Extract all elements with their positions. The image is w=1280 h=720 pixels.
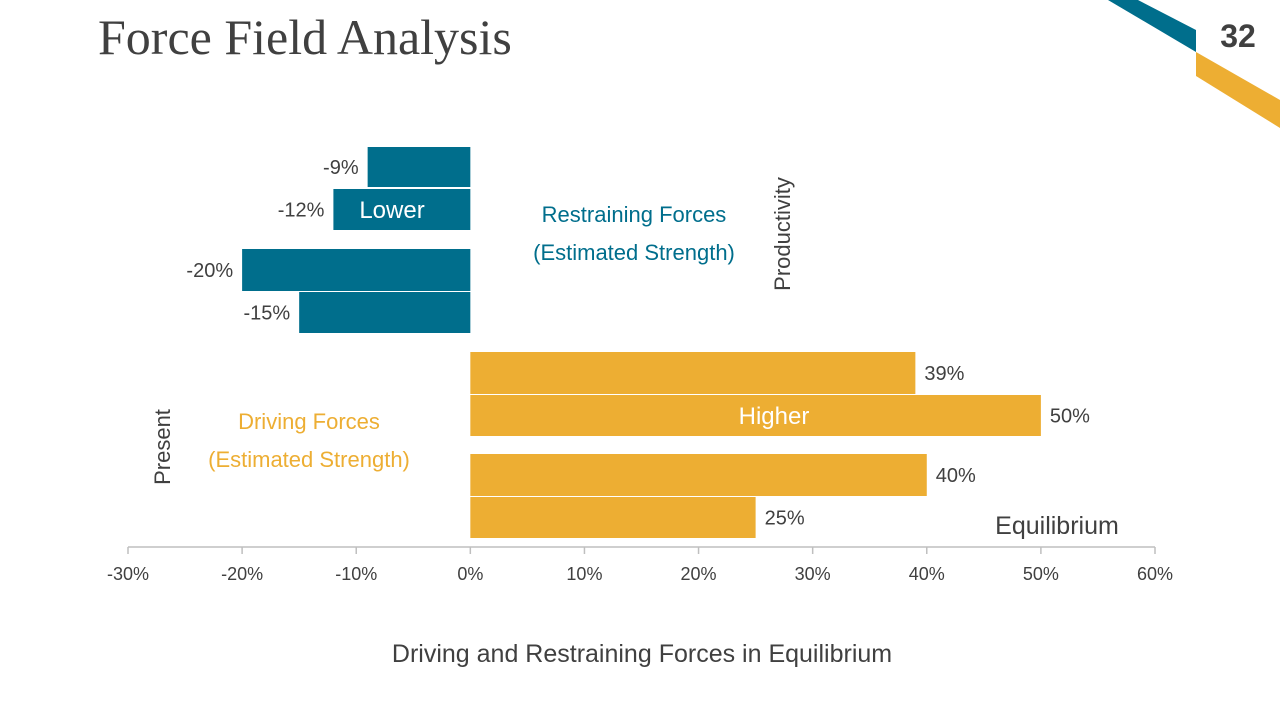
restraining-bar-label: -15% — [243, 303, 290, 325]
restraining-bar — [367, 147, 471, 187]
x-tick-label: -20% — [221, 564, 263, 584]
chart-title: Driving and Restraining Forces in Equili… — [392, 640, 892, 668]
driving-bar — [470, 497, 756, 538]
corner-teal-stripe — [1108, 0, 1196, 52]
driving-bar-label: 39% — [924, 363, 964, 385]
driving-bar — [470, 395, 1041, 436]
x-tick-label: -10% — [335, 564, 377, 584]
slide-number: 32 — [1220, 18, 1256, 54]
lower-label: Lower — [359, 197, 424, 224]
restraining-bar — [299, 292, 471, 333]
driving-bar-label: 40% — [936, 465, 976, 487]
restraining-bar — [242, 249, 471, 291]
restraining-bar — [333, 189, 471, 230]
page-title: Force Field Analysis — [98, 9, 512, 65]
corner-gold-stripe — [1196, 52, 1280, 128]
driving-bar — [470, 454, 927, 496]
equilibrium-label: Equilibrium — [995, 512, 1119, 540]
driving-bar — [470, 352, 916, 394]
restraining-bar-label: -12% — [278, 200, 325, 222]
restraining-bar-label: -20% — [186, 260, 233, 282]
restraining-caption-line2: (Estimated Strength) — [533, 240, 735, 265]
restraining-caption-line1: Restraining Forces — [542, 202, 727, 227]
x-tick-label: 40% — [909, 564, 945, 584]
x-tick-label: 30% — [795, 564, 831, 584]
present-label: Present — [150, 409, 175, 485]
driving-caption-line1: Driving Forces — [238, 409, 380, 434]
x-tick-label: 50% — [1023, 564, 1059, 584]
driving-caption-line2: (Estimated Strength) — [208, 447, 410, 472]
driving-bar-label: 25% — [765, 508, 805, 530]
driving-bar-label: 50% — [1050, 406, 1090, 428]
productivity-label: Productivity — [770, 177, 795, 291]
x-tick-label: 20% — [681, 564, 717, 584]
x-tick-label: 10% — [566, 564, 602, 584]
x-tick-label: 0% — [457, 564, 483, 584]
x-tick-label: -30% — [107, 564, 149, 584]
higher-label: Higher — [739, 403, 810, 430]
x-tick-label: 60% — [1137, 564, 1173, 584]
restraining-bar-label: -9% — [323, 157, 359, 179]
